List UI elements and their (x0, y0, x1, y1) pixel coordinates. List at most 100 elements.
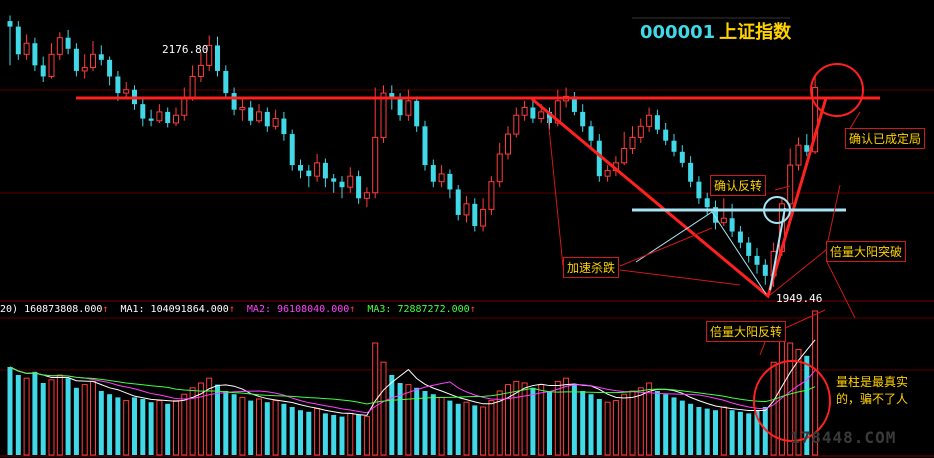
volume-bar (787, 342, 794, 456)
volume-bar (239, 396, 246, 456)
volume-bar (612, 400, 619, 456)
candle-body (181, 98, 188, 116)
candle-body (472, 203, 478, 226)
v-trend-line (531, 97, 828, 299)
candle-body (720, 217, 727, 224)
candle-body (289, 134, 295, 166)
leader-line (619, 269, 741, 286)
volume-bar (48, 379, 55, 456)
volume-bar (729, 410, 735, 455)
candle-body (189, 75, 196, 100)
leader-line (825, 184, 841, 251)
index-name: 上证指数 (719, 22, 792, 43)
candle-body (65, 37, 71, 49)
volume-bar (165, 403, 171, 455)
volume-bar (7, 367, 13, 455)
volume-bar (604, 401, 611, 456)
volume-bar (298, 410, 303, 455)
volume-bar (397, 383, 403, 455)
candle-body (513, 114, 520, 135)
volume-bar (314, 408, 321, 456)
volume-bar (472, 405, 478, 455)
volume-bar (447, 400, 453, 455)
volume-bar (696, 407, 702, 455)
volume-bar (496, 390, 503, 456)
candle-body (480, 208, 487, 227)
candle-body (231, 93, 237, 110)
candle-body (422, 126, 428, 166)
volume-bar (430, 394, 436, 455)
candle-body (713, 207, 718, 223)
volume-bar (795, 348, 802, 456)
candle-body (505, 133, 511, 155)
candle-body (654, 115, 660, 130)
annotation-volume-note-1: 量柱是最真实 (836, 375, 909, 389)
annotation-confirm-done: 确认已成定局 (845, 128, 926, 149)
volume-bar (414, 387, 420, 455)
volume-bar (505, 384, 511, 456)
volume-bar (405, 384, 412, 456)
candle-body (206, 44, 213, 66)
candle-body (372, 136, 379, 194)
legend-vol: 160873808.000 (24, 304, 103, 315)
leader-line (547, 117, 564, 267)
candle-body (488, 181, 495, 210)
volume-bar (688, 403, 694, 455)
volume-bar (746, 413, 752, 455)
candle-body (795, 144, 802, 166)
candle-body (156, 111, 163, 122)
volume-bar (488, 400, 495, 456)
volume-bar (132, 397, 137, 455)
volume-bar (231, 394, 237, 455)
candle-body (397, 98, 403, 116)
candle-body (787, 164, 794, 205)
candle-body (812, 87, 819, 153)
candle-body (405, 100, 412, 116)
candle-body (447, 173, 453, 190)
candle-body (762, 264, 768, 276)
candle-body (430, 165, 436, 182)
candle-body (580, 111, 586, 127)
highlight-circle-reverse (763, 196, 791, 224)
volume-bar (521, 382, 528, 456)
volume-legend: 20) 160873808.000↑, MA1: 104091864.000↑,… (0, 304, 476, 315)
volume-bar (547, 391, 552, 455)
volume-bar (530, 387, 536, 455)
thin-trend-line (635, 211, 767, 295)
ma3-line (9, 366, 816, 405)
candle-body (90, 53, 96, 69)
index-code: 000001 (640, 22, 716, 43)
volume-bar (770, 361, 777, 456)
low-price-label: 1949.46 (776, 292, 823, 305)
candle-body (314, 162, 321, 177)
volume-bar (596, 399, 602, 455)
candle-body (173, 114, 179, 124)
candle-body (23, 42, 30, 55)
candle-body (73, 48, 79, 71)
volume-bar (629, 390, 636, 456)
candle-body (737, 231, 743, 243)
candle-body (554, 100, 561, 124)
volume-bar (713, 410, 718, 455)
candle-body (356, 176, 362, 199)
volume-bar (663, 394, 669, 455)
volume-bar (23, 377, 30, 456)
candle-body (646, 114, 653, 127)
legend-up-arrow: ↑ (228, 304, 235, 315)
volume-bar (513, 380, 520, 456)
legend-ma3: MA3: 72887272.000 (367, 304, 470, 315)
volume-bar (181, 393, 188, 456)
candle-body (380, 92, 387, 138)
candle-body (530, 107, 536, 119)
candle-body (696, 181, 702, 199)
volume-bar (812, 310, 819, 456)
candle-body (496, 153, 503, 183)
volume-bar (637, 387, 644, 456)
candle-body (15, 26, 21, 55)
candle-body (215, 45, 220, 71)
highlight-circle-volume (753, 360, 831, 442)
leader-line (825, 259, 856, 319)
ma1-line (9, 339, 816, 416)
volume-bar (588, 394, 594, 455)
volume-bar (73, 387, 79, 455)
